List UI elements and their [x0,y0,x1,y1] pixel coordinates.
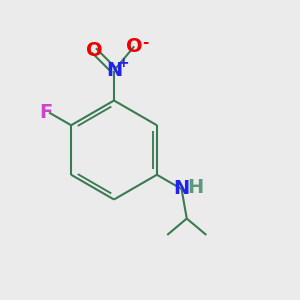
Text: +: + [117,56,129,70]
Text: N: N [173,179,190,199]
Text: O: O [126,37,142,56]
Text: H: H [187,178,203,197]
Text: O: O [85,41,102,60]
Text: F: F [39,103,53,122]
Text: -: - [142,35,149,50]
Text: N: N [106,61,122,80]
